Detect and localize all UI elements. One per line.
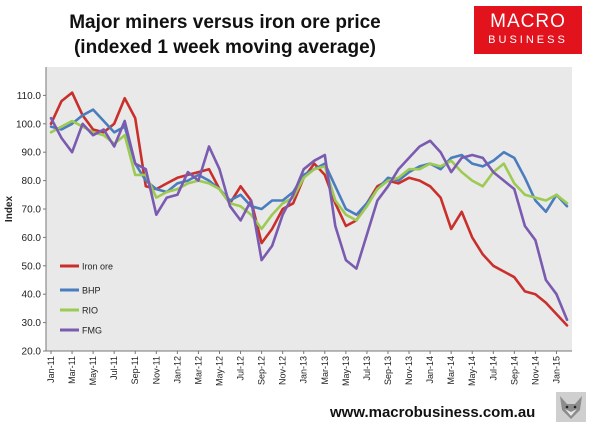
plot-area bbox=[46, 67, 572, 351]
y-axis-label: Index bbox=[4, 196, 15, 223]
x-tick-label: Sep-12 bbox=[257, 356, 267, 385]
x-tick-label: Jul-14 bbox=[488, 356, 498, 381]
macro-business-logo: MACRO BUSINESS bbox=[474, 6, 582, 54]
x-tick-label: Jan-12 bbox=[172, 356, 182, 384]
y-tick-label: 20.0 bbox=[22, 347, 42, 358]
series-line-fmg bbox=[49, 116, 569, 322]
x-tick-label: May-12 bbox=[214, 356, 224, 386]
x-tick-label: May-11 bbox=[88, 356, 98, 385]
x-tick-label: Jul-12 bbox=[236, 356, 246, 381]
y-tick-label: 60.0 bbox=[22, 233, 42, 244]
series-layer bbox=[49, 91, 569, 327]
x-tick-label: Nov-12 bbox=[278, 356, 288, 385]
x-tick-label: Mar-13 bbox=[320, 356, 330, 385]
legend-label-rio: RIO bbox=[82, 306, 98, 316]
x-tick-label: Nov-11 bbox=[151, 356, 161, 384]
plot-background bbox=[46, 67, 572, 351]
logo-line-1: MACRO bbox=[490, 11, 566, 32]
chart-title-line-2: (indexed 1 week moving average) bbox=[73, 37, 376, 58]
series-line-rio bbox=[49, 119, 569, 231]
y-tick-label: 40.0 bbox=[22, 290, 42, 301]
x-tick-label: May-14 bbox=[467, 356, 477, 386]
chart-title-line-1: Major miners versus iron ore price bbox=[69, 12, 381, 33]
y-tick-label: 100.0 bbox=[16, 119, 41, 130]
y-tick-label: 70.0 bbox=[22, 205, 42, 216]
x-tick-label: Nov-14 bbox=[530, 356, 540, 385]
x-tick-label: Sep-13 bbox=[383, 356, 393, 385]
x-tick-label: May-13 bbox=[341, 356, 351, 386]
x-tick-label: Mar-11 bbox=[67, 356, 77, 384]
logo-line-2: BUSINESS bbox=[488, 34, 568, 46]
footer-url: www.macrobusiness.com.au bbox=[330, 404, 536, 421]
x-tick-label: Sep-14 bbox=[509, 356, 519, 385]
y-tick-label: 80.0 bbox=[22, 176, 42, 187]
x-tick-label: Jan-14 bbox=[425, 356, 435, 384]
x-tick-label: Nov-13 bbox=[404, 356, 414, 385]
x-tick-label: Jan-11 bbox=[46, 356, 56, 383]
axis-layer: 20.0 30.0 40.0 50.0 60.0 70.0 80.0 90.0 100.0 110… bbox=[4, 67, 572, 386]
chart-title: Major miners versus iron ore price (inde… bbox=[40, 10, 410, 60]
legend-label-fmg: FMG bbox=[82, 326, 102, 336]
x-tick-label: Jan-15 bbox=[551, 356, 561, 384]
legend-label-bhp: BHP bbox=[82, 286, 101, 296]
y-tick-label: 50.0 bbox=[22, 261, 42, 272]
x-tick-label: Jan-13 bbox=[299, 356, 309, 384]
y-tick-label: 110.0 bbox=[17, 91, 42, 102]
x-tick-label: Mar-14 bbox=[446, 356, 456, 385]
y-tick-label: 90.0 bbox=[22, 148, 42, 159]
legend-label-iron-ore: Iron ore bbox=[82, 262, 113, 272]
x-tick-label: Jul-11 bbox=[109, 356, 119, 380]
x-tick-label: Mar-12 bbox=[193, 356, 203, 385]
y-tick-label: 30.0 bbox=[22, 318, 42, 329]
fox-mascot-icon bbox=[556, 392, 586, 422]
x-tick-label: Jul-13 bbox=[362, 356, 372, 381]
x-tick-label: Sep-11 bbox=[130, 356, 140, 384]
legend: Iron ore BHP RIO FMG bbox=[60, 262, 113, 336]
